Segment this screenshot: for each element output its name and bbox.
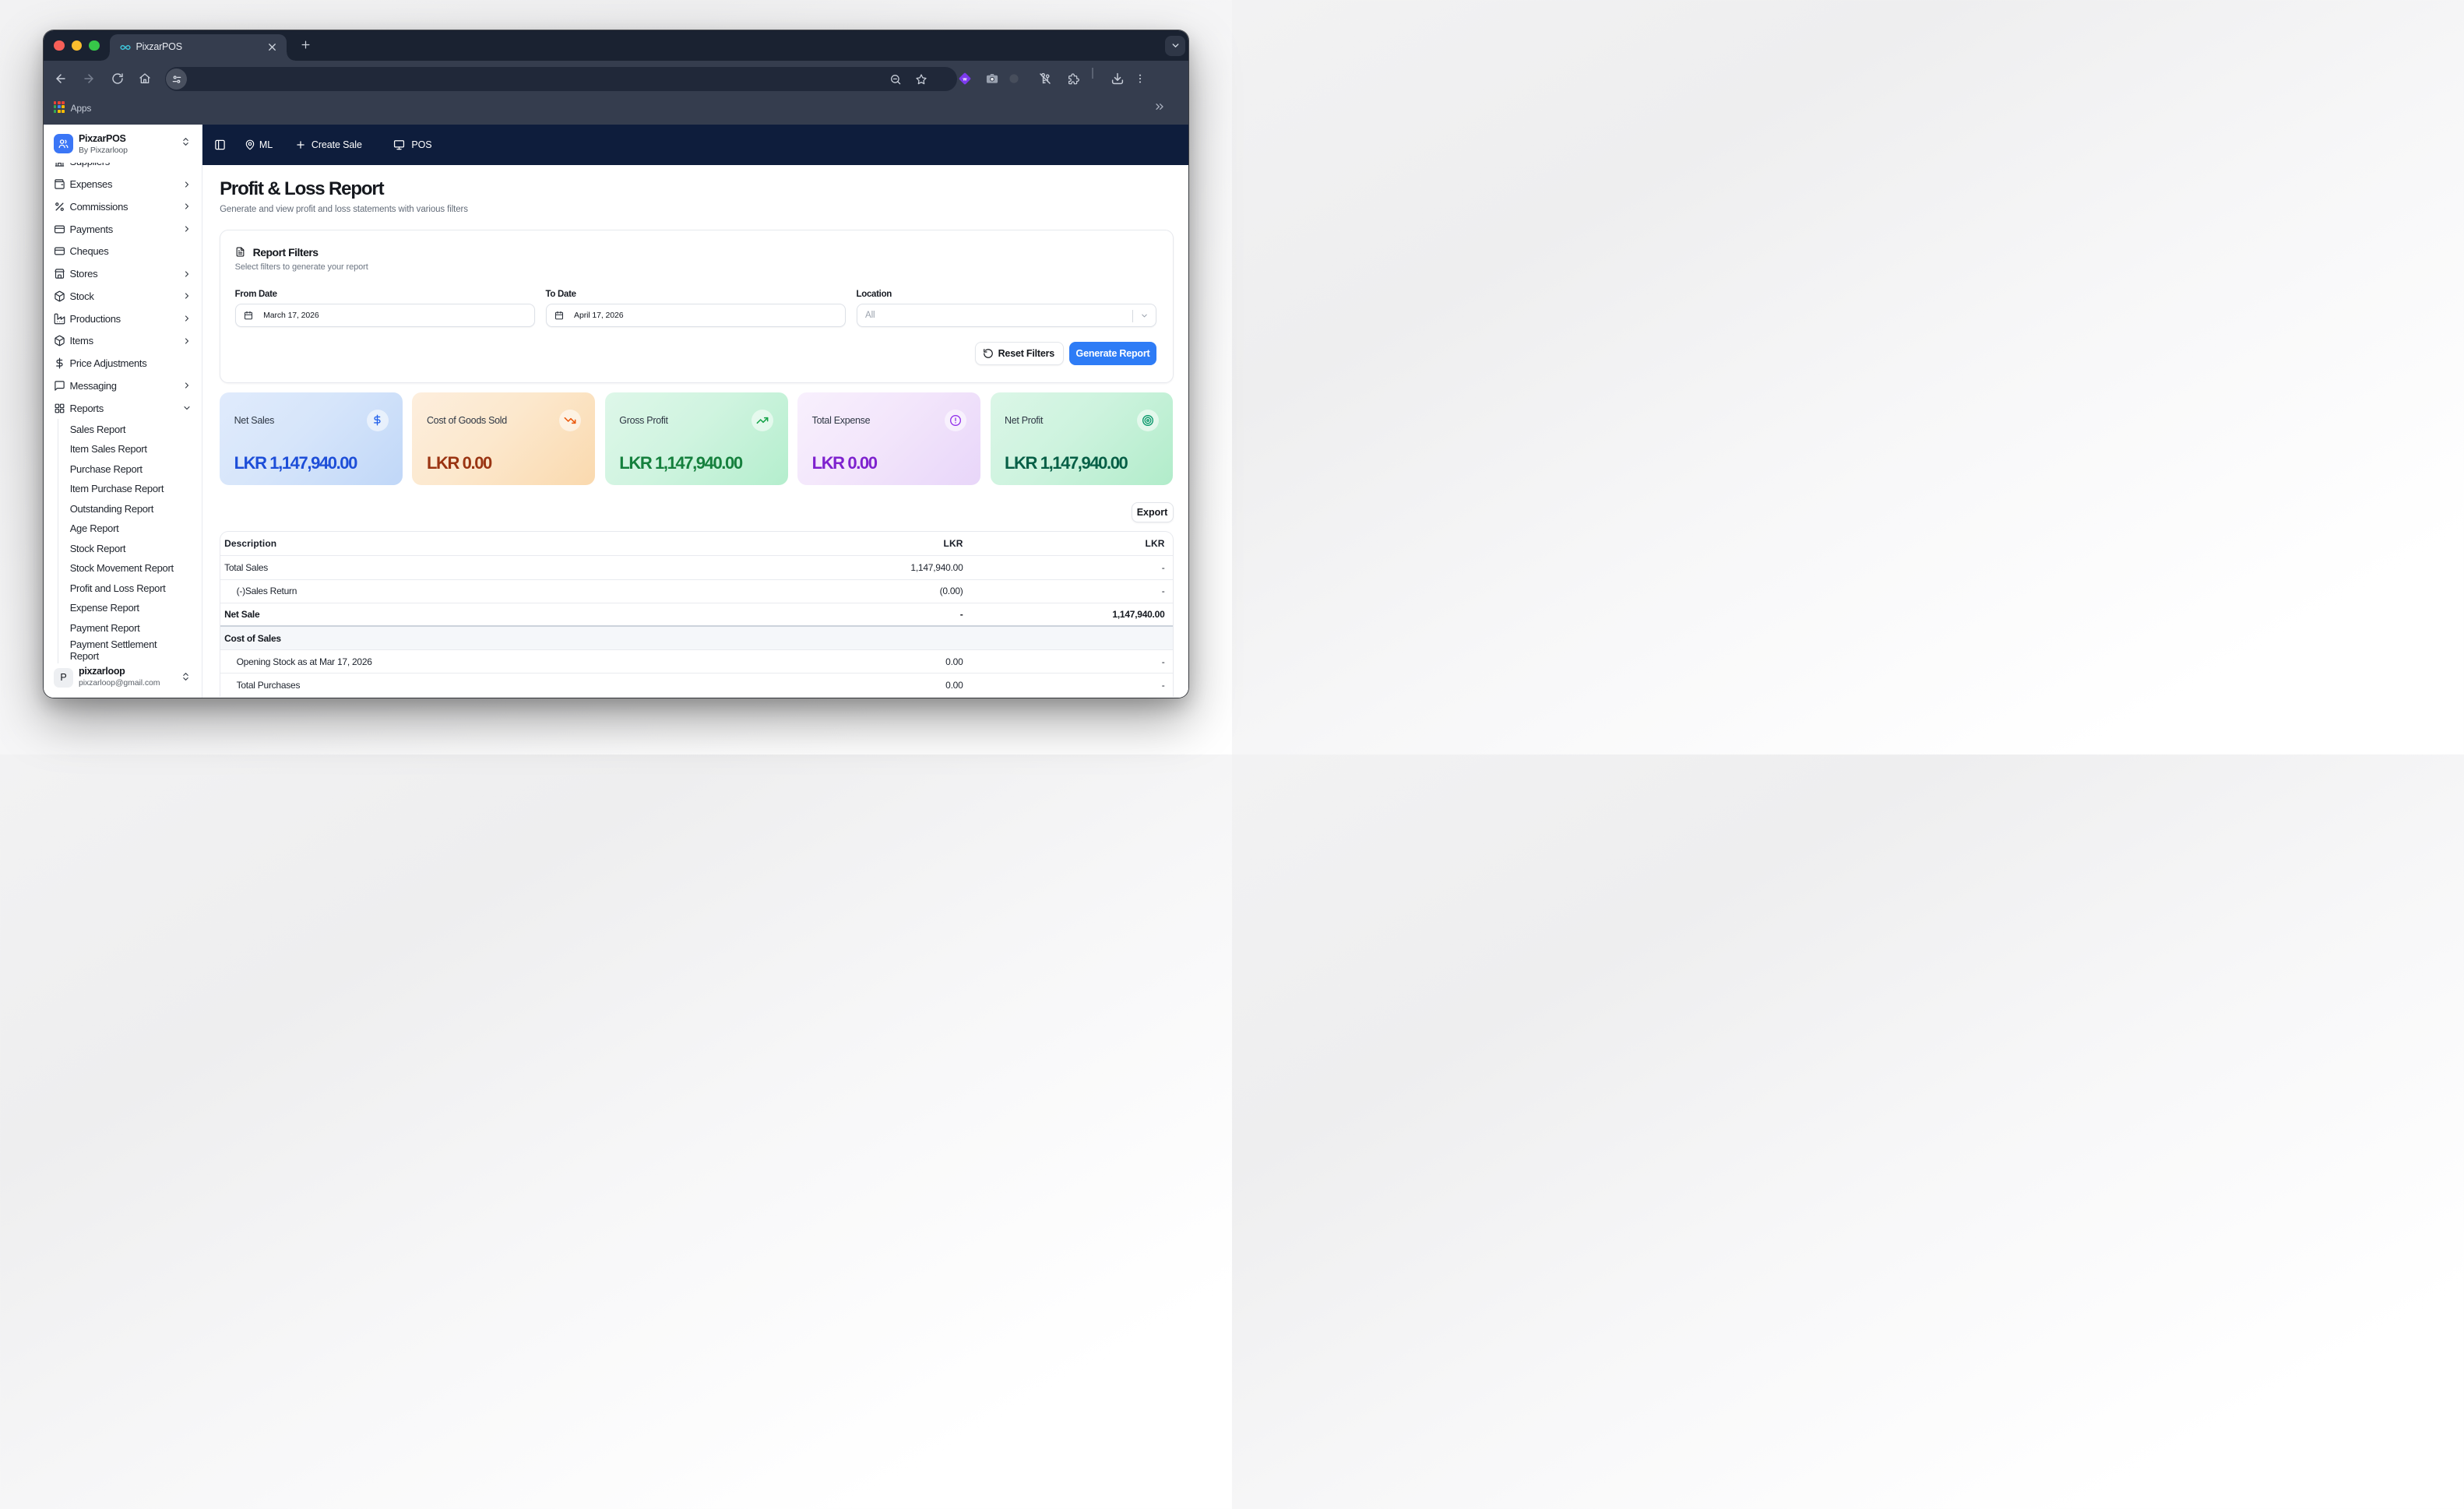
svg-text:w: w (962, 76, 966, 82)
